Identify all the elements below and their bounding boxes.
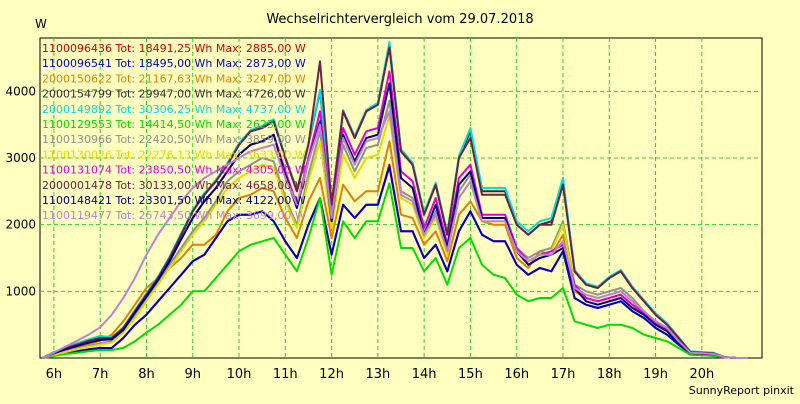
x-tick-label-7: 13h — [365, 367, 390, 382]
series-line-1100119477 — [41, 110, 749, 359]
y-tick-label-1: 2000 — [5, 218, 36, 232]
legend-entry-1100130966: 1100130966 Tot: 22420,50 Wh Max: 3859,00… — [42, 133, 306, 146]
chart-title: Wechselrichtervergleich vom 29.07.2018 — [266, 12, 533, 27]
x-tick-label-0: 6h — [46, 367, 63, 382]
x-tick-label-4: 10h — [227, 367, 252, 382]
series-line-1100148421 — [41, 82, 749, 359]
legend-entry-1100148421: 1100148421 Tot: 23301,50 Wh Max: 4122,00… — [42, 194, 306, 207]
series-line-1100096541 — [42, 165, 749, 359]
x-tick-label-10: 16h — [504, 367, 529, 382]
legend-entry-2000149892: 2000149892 Tot: 30306,25 Wh Max: 4737,00… — [42, 103, 306, 116]
chart-footer-credit: SunnyReport pinxit — [689, 384, 795, 397]
x-tick-label-3: 9h — [184, 367, 201, 382]
x-tick-label-5: 11h — [273, 367, 298, 382]
legend-entry-2000001478: 2000001478 Tot: 30133,00 Wh Max: 4658,00… — [42, 179, 306, 192]
x-tick-label-14: 20h — [689, 367, 714, 382]
plot-area-border — [39, 37, 763, 359]
series-line-1100129553 — [42, 182, 749, 359]
legend: 1100096436 Tot: 18491,25 Wh Max: 2885,00… — [42, 42, 306, 222]
legend-entry-1100131074: 1100131074 Tot: 23850,50 Wh Max: 4305,00… — [42, 164, 306, 177]
x-tick-label-12: 18h — [597, 367, 622, 382]
series-line-2000001478 — [41, 46, 749, 359]
x-tick-label-1: 7h — [92, 367, 109, 382]
x-tick-label-8: 14h — [412, 367, 437, 382]
x-tick-label-9: 15h — [458, 367, 483, 382]
y-tick-label-0: 1000 — [5, 284, 36, 298]
legend-entry-1100129553: 1100129553 Tot: 14414,50 Wh Max: 2623,00… — [42, 118, 306, 131]
x-tick-label-2: 8h — [138, 367, 155, 382]
x-tick-label-6: 12h — [319, 367, 344, 382]
legend-entry-2000154799: 2000154799 Tot: 29947,00 Wh Max: 4726,00… — [42, 88, 306, 101]
y-tick-label-3: 4000 — [5, 84, 36, 98]
y-axis-unit-label: W — [35, 17, 47, 31]
series-layer — [41, 41, 749, 359]
legend-entry-1100096436: 1100096436 Tot: 18491,25 Wh Max: 2885,00… — [42, 42, 306, 55]
legend-entry-2000150622: 2000150622 Tot: 21167,63 Wh Max: 3247,00… — [42, 72, 306, 85]
x-tick-label-11: 17h — [551, 367, 576, 382]
legend-entry-1100119477: 1100119477 Tot: 25743,50 Wh Max: 3699,00… — [42, 209, 306, 222]
x-tick-label-13: 19h — [643, 367, 668, 382]
legend-entry-1100130026: 1100130026 Tot: 22276,13 Wh Max: 3633,00… — [42, 148, 306, 161]
legend-entry-1100096541: 1100096541 Tot: 18495,00 Wh Max: 2873,00… — [42, 57, 306, 70]
axis-layer: 1000 2000 3000 4000 6h 7h 8h 9h 10h 11h 12h 13h 14h 1… — [5, 84, 714, 382]
y-tick-label-2: 3000 — [5, 151, 36, 165]
